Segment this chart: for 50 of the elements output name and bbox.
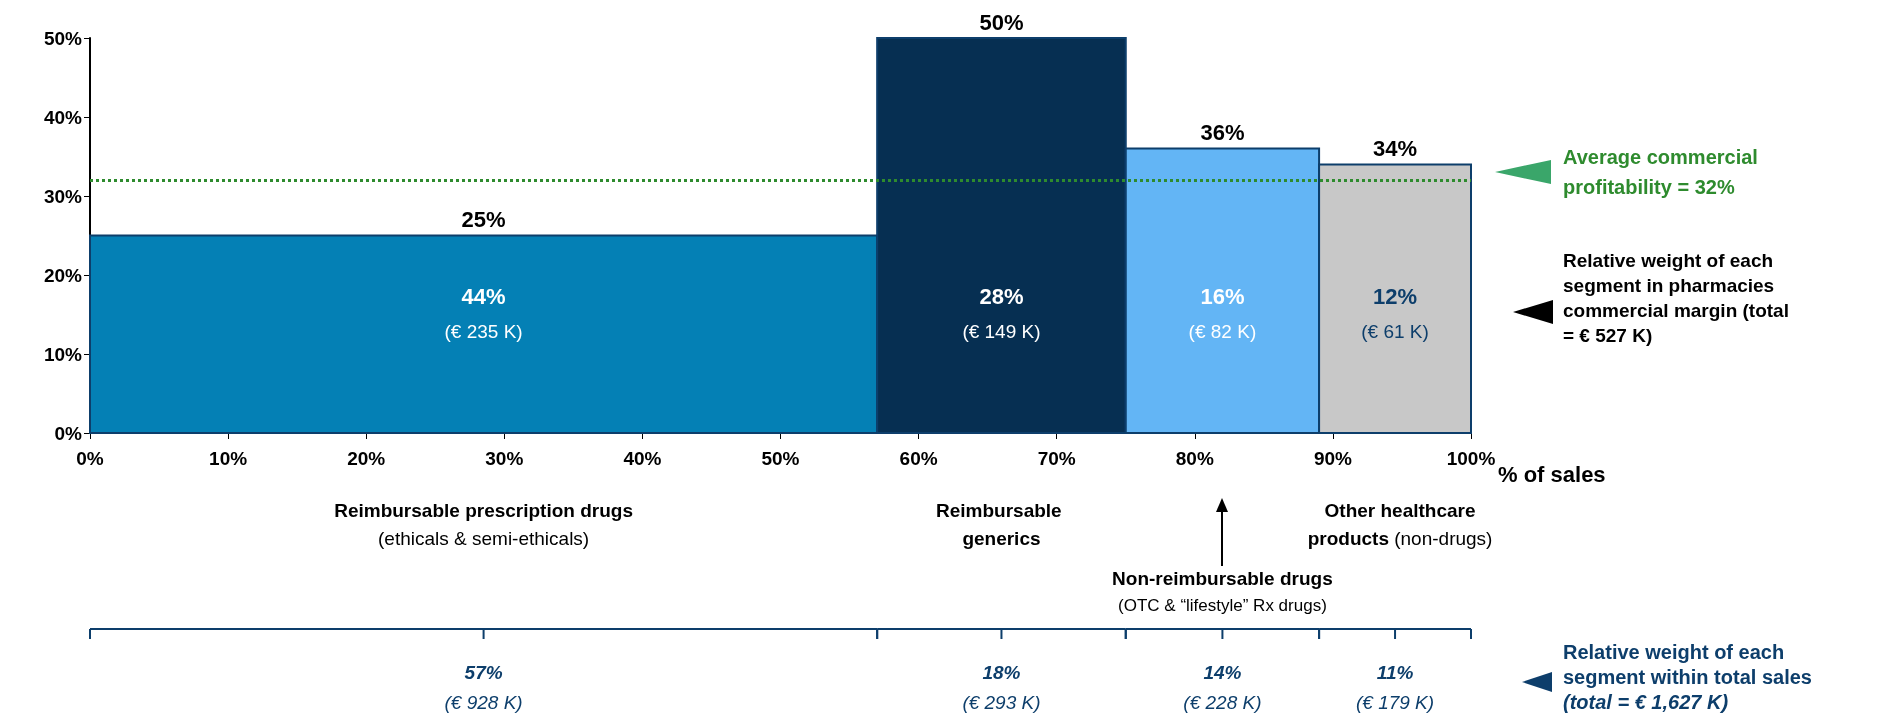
text: Other healthcare xyxy=(1324,499,1476,521)
x-tick-label: 50% xyxy=(761,448,800,469)
y-tick-label: 10% xyxy=(43,343,83,365)
x-tick-label: 80% xyxy=(1175,448,1214,469)
text: Relative weight of each segment within total sales xyxy=(1563,641,1812,688)
y-tick-label: 0% xyxy=(54,422,83,444)
x-tick-label: 40% xyxy=(623,448,662,469)
text: 11% xyxy=(1376,661,1414,683)
text: (ethicals & semi-ethicals) xyxy=(378,527,590,549)
x-tick-label: 10% xyxy=(209,448,248,469)
text: (€ 228 K) xyxy=(1183,691,1262,713)
text: 18% xyxy=(982,661,1021,683)
text: Reimbursable generics xyxy=(935,499,1067,549)
annotation: (€ 235 K) xyxy=(444,320,523,342)
text: (€ 293 K) xyxy=(962,691,1041,713)
annotation: 16% xyxy=(1200,283,1245,309)
x-tick-label: 100% xyxy=(1446,448,1496,469)
x-tick-label: 60% xyxy=(899,448,938,469)
x-tick-label: 30% xyxy=(485,448,524,469)
x-axis-title: % of sales xyxy=(1498,461,1606,487)
annotation: (€ 149 K) xyxy=(962,320,1041,342)
data-label: 50% xyxy=(979,9,1024,35)
ref-line-label: Average commercial profitability = 32% xyxy=(1563,146,1764,198)
text: (OTC & “lifestyle” Rx drugs) xyxy=(1118,595,1327,615)
data-label: 34% xyxy=(1373,135,1418,161)
text: products xyxy=(1307,527,1389,549)
x-tick-label: 20% xyxy=(347,448,386,469)
text: Non-reimbursable drugs xyxy=(1112,567,1333,589)
x-tick-label: 90% xyxy=(1313,448,1353,469)
annotation: 28% xyxy=(979,283,1024,309)
text: (€ 179 K) xyxy=(1355,691,1435,713)
annotation: 44% xyxy=(461,283,506,309)
y-tick-label: 20% xyxy=(43,264,83,286)
text: (non-drugs) xyxy=(1394,527,1493,549)
x-tick-label: 0% xyxy=(76,448,104,469)
y-tick-label: 40% xyxy=(43,106,83,128)
text: (€ 928 K) xyxy=(444,691,523,713)
y-tick-label: 50% xyxy=(43,27,83,49)
annotation: (€ 61 K) xyxy=(1361,320,1429,342)
text: Relative weight of each segment in pharmacies commercial margin (total = € 527 K) xyxy=(1563,249,1790,348)
annotation: (€ 82 K) xyxy=(1188,320,1257,342)
annotation: 12% xyxy=(1373,283,1418,309)
x-tick-label: 70% xyxy=(1037,448,1076,469)
text: 57% xyxy=(464,661,503,683)
text: Reimbursable prescription drugs xyxy=(334,499,633,521)
data-label: 36% xyxy=(1200,120,1245,146)
text: 14% xyxy=(1203,661,1242,683)
data-label: 25% xyxy=(461,207,506,232)
text: (total = € 1,627 K) xyxy=(1563,691,1729,713)
y-tick-label: 30% xyxy=(43,185,83,207)
